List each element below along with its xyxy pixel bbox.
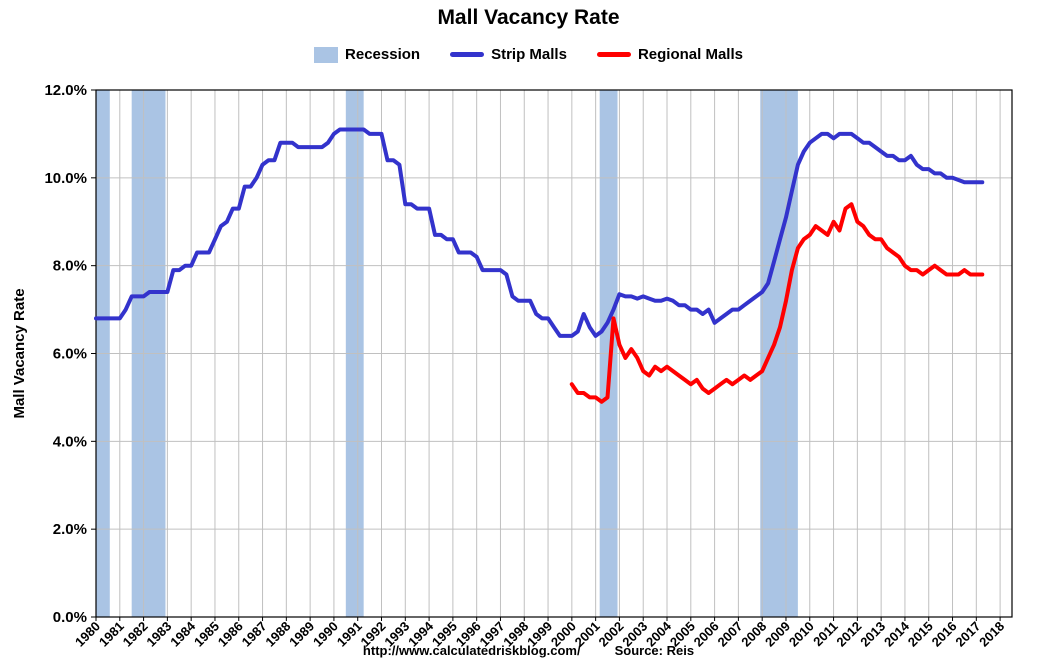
legend-label-recession: Recession [345, 46, 421, 63]
legend: Recession Strip Malls Regional Malls [0, 46, 1057, 63]
svg-text:12.0%: 12.0% [44, 82, 87, 99]
svg-text:0.0%: 0.0% [53, 609, 87, 626]
strip-malls-swatch [450, 52, 485, 57]
legend-label-strip-malls: Strip Malls [491, 46, 567, 63]
svg-text:8.0%: 8.0% [53, 258, 87, 275]
svg-text:2.0%: 2.0% [53, 521, 87, 538]
legend-item-regional-malls: Regional Malls [596, 46, 743, 63]
legend-item-strip-malls: Strip Malls [450, 46, 567, 63]
recession-swatch [314, 46, 339, 63]
page-title: Mall Vacancy Rate [437, 6, 620, 29]
svg-text:4.0%: 4.0% [53, 433, 87, 450]
regional-malls-swatch [596, 52, 631, 57]
footer-url: http://www.calculatedriskblog.com/ [362, 643, 581, 658]
svg-text:10.0%: 10.0% [44, 170, 87, 187]
legend-item-recession: Recession [314, 46, 420, 63]
footer: http://www.calculatedriskblog.com/ Sourc… [0, 643, 1057, 658]
svg-text:Mall Vacancy Rate: Mall Vacancy Rate [11, 288, 28, 418]
legend-label-regional-malls: Regional Malls [637, 46, 743, 63]
footer-source: Source: Reis [614, 643, 695, 658]
svg-text:6.0%: 6.0% [53, 346, 87, 363]
